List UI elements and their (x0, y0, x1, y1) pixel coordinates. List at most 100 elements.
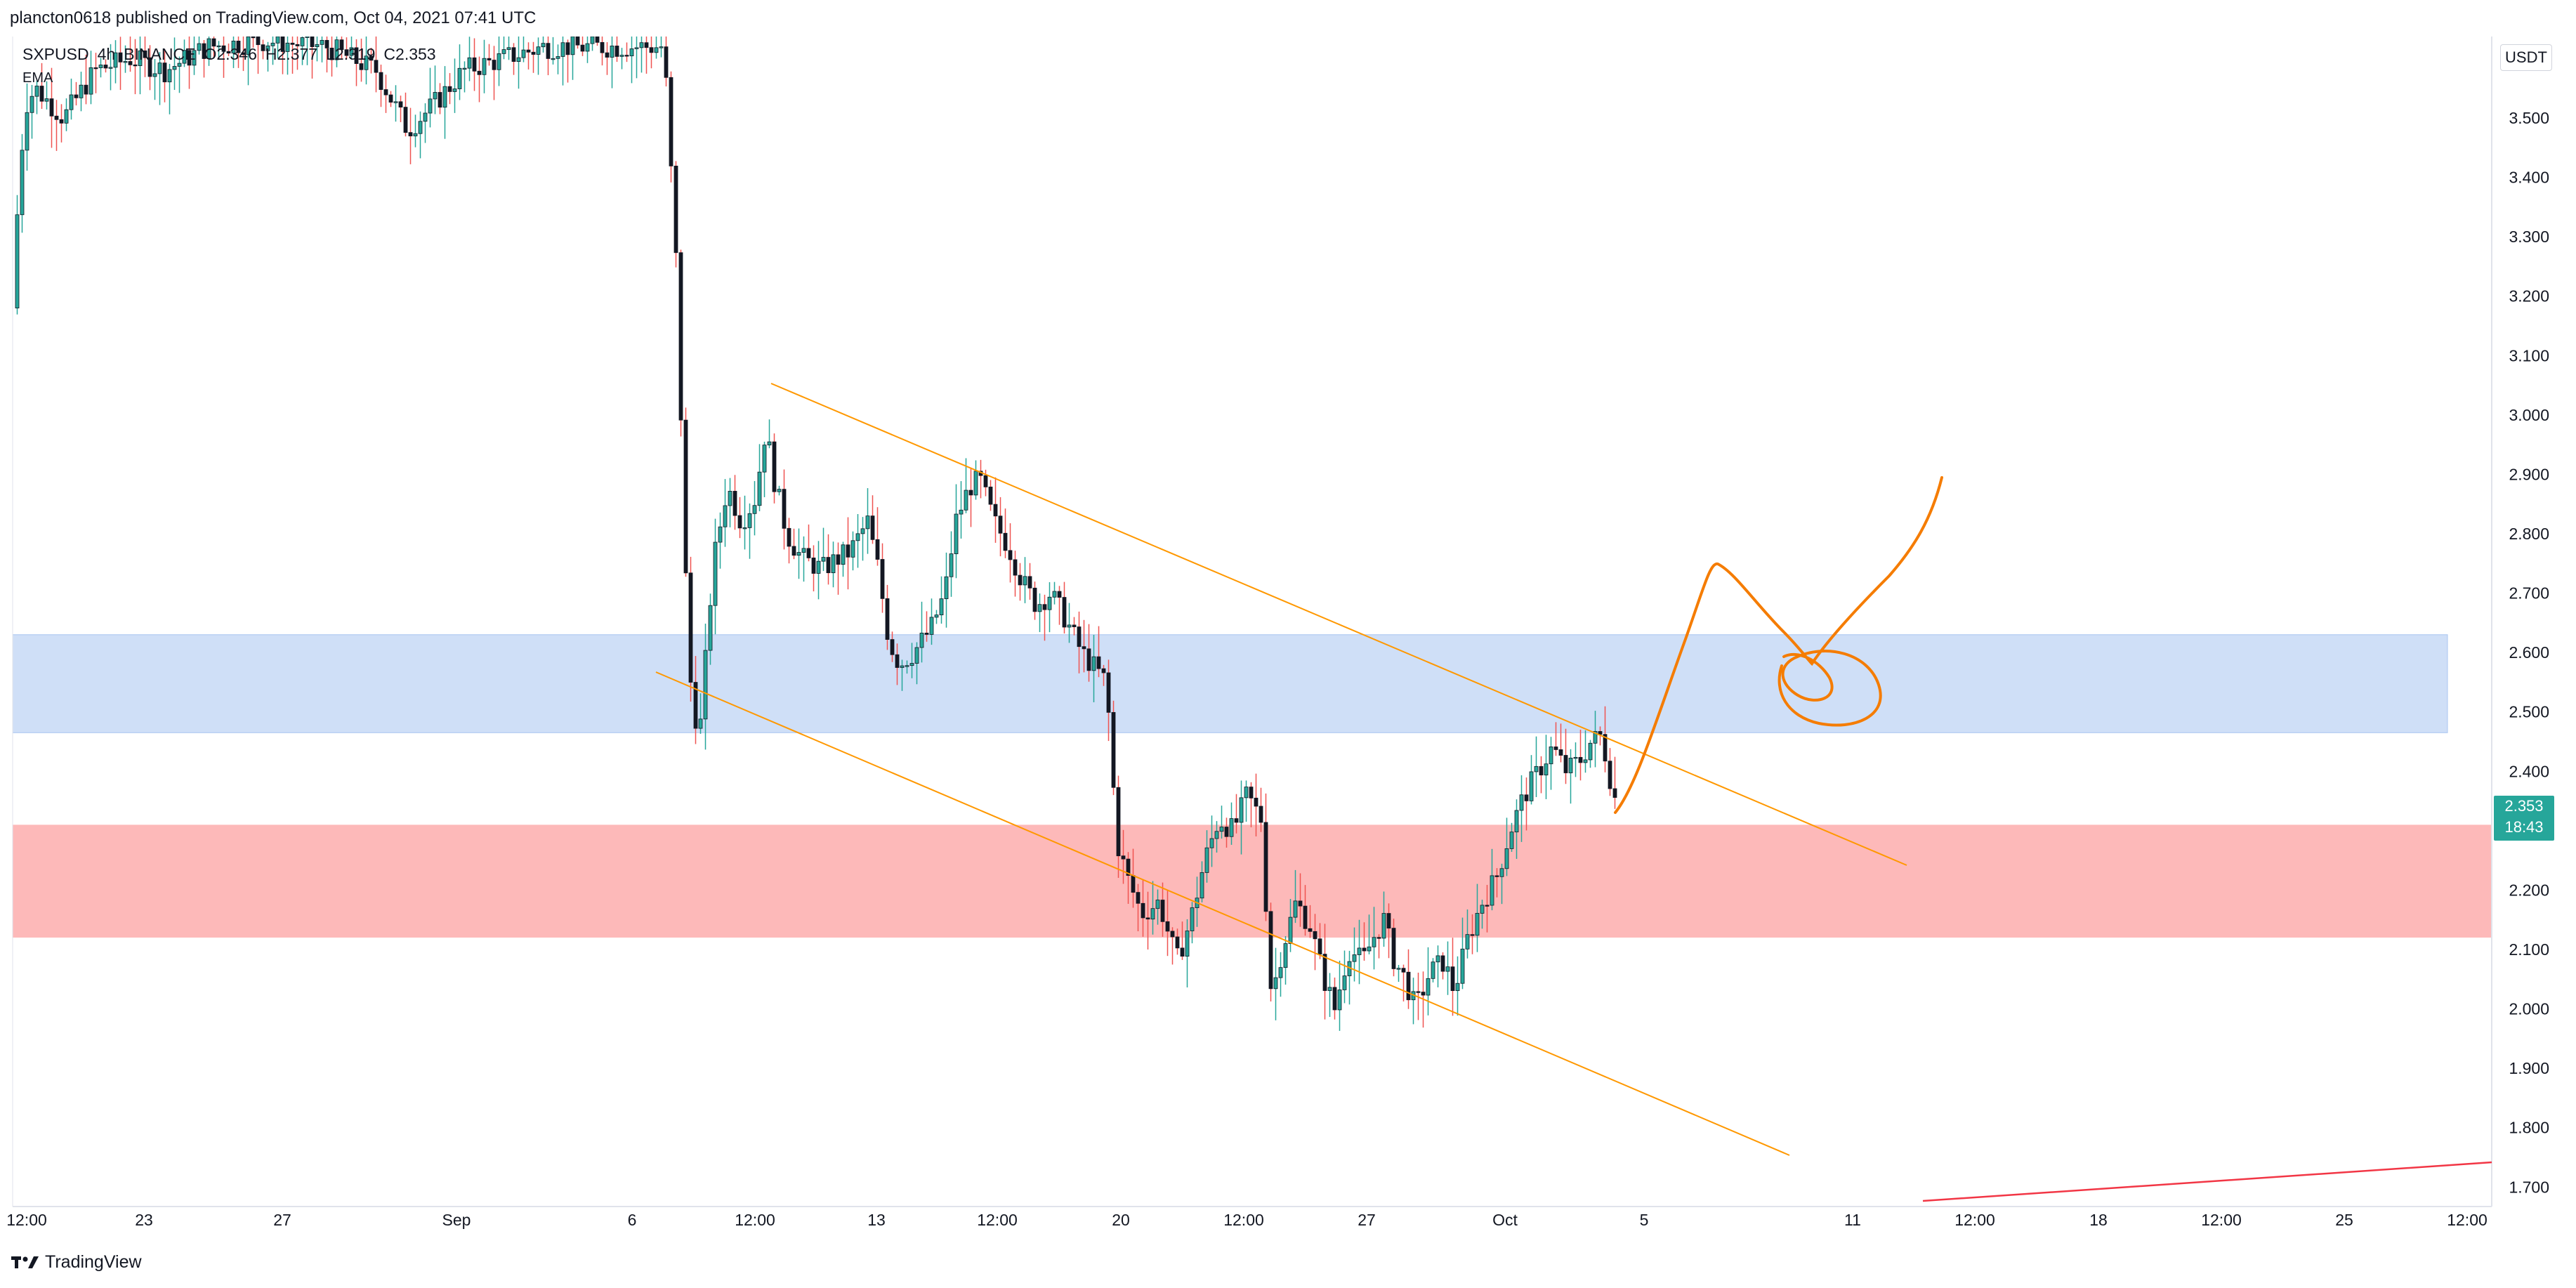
candle-body (1082, 646, 1086, 650)
candle-body (1244, 787, 1249, 799)
candle-body (34, 86, 39, 97)
candle-body (418, 121, 423, 134)
candle-body (565, 42, 570, 55)
currency-badge[interactable]: USDT (2500, 44, 2552, 71)
legend-exchange: BINANCE (124, 45, 196, 63)
candle-body (118, 52, 123, 63)
candle-body (850, 540, 855, 558)
candle-body (865, 515, 870, 530)
legend-high: H2.377 (265, 45, 318, 63)
candle-body (1612, 788, 1617, 798)
candle-body (1288, 916, 1293, 944)
price-axis-label: 2.500 (2509, 703, 2549, 721)
candle-body (403, 107, 408, 133)
candle-body (1490, 875, 1494, 906)
time-axis-label: 13 (867, 1211, 886, 1229)
candle-body (1303, 905, 1308, 929)
candle-body (742, 527, 747, 530)
price-axis-label: 3.000 (2509, 406, 2549, 424)
candle-body (383, 89, 388, 96)
candle-body (315, 44, 320, 47)
time-axis-label: 27 (1358, 1211, 1376, 1229)
candle-body (909, 663, 914, 666)
candle-body (678, 252, 683, 421)
candle-body (344, 49, 349, 56)
candle-body (231, 41, 236, 54)
candle-body (1096, 656, 1101, 669)
candle-body (1435, 955, 1440, 963)
projected-price-path[interactable] (1614, 476, 1943, 814)
candle-body (487, 58, 492, 60)
candle-body (1376, 937, 1381, 939)
candle-body (1141, 902, 1145, 919)
candle-body (1091, 656, 1096, 671)
price-axis-label: 1.700 (2509, 1178, 2549, 1196)
candle-body (1558, 749, 1563, 756)
candle-body (546, 43, 551, 59)
candle-body (762, 445, 767, 473)
tradingview-logo[interactable]: TradingView (11, 1252, 142, 1273)
price-axis-label: 2.800 (2509, 525, 2549, 543)
channel-upper-line[interactable] (770, 383, 1907, 866)
candle-body (777, 489, 782, 492)
candle-body (39, 86, 44, 102)
candle-body (1239, 797, 1244, 823)
support-zone[interactable] (13, 824, 2492, 938)
candle-body (595, 37, 600, 43)
candle-body (1013, 559, 1018, 576)
candle-body (708, 605, 713, 651)
candle-body (1067, 624, 1072, 628)
price-axis-label: 2.400 (2509, 762, 2549, 780)
candle-body (698, 718, 703, 729)
candle-body (1190, 907, 1195, 931)
candle-body (1598, 731, 1603, 735)
resistance-zone[interactable] (12, 634, 2448, 733)
candle-body (1018, 574, 1023, 586)
candle-body (929, 617, 934, 635)
candle-body (1131, 875, 1136, 893)
candle-body (1322, 954, 1327, 991)
candle-body (728, 491, 732, 506)
price-chart[interactable]: 3.6003.5003.4003.3003.2003.1003.0002.900… (0, 37, 2576, 1288)
tradingview-logo-icon (11, 1256, 39, 1268)
retest-circle-scribble[interactable] (1777, 650, 1882, 727)
candle-body (167, 69, 172, 83)
candle-body (216, 45, 221, 48)
time-axis-label: 11 (1844, 1211, 1861, 1229)
candle-body (1160, 900, 1165, 922)
candle-body (855, 533, 860, 541)
candle-body (143, 50, 147, 58)
candle-body (998, 515, 1003, 534)
rising-trend-line[interactable] (1922, 1161, 2492, 1202)
symbol-legend[interactable]: SXPUSD 4h BINANCE O2.346 H2.377 L2.319 C2.353 (22, 45, 445, 64)
channel-lower-line[interactable] (655, 671, 1790, 1156)
candle-body (300, 37, 305, 46)
published-info: plancton0618 published on TradingView.co… (10, 8, 537, 27)
candle-body (1180, 947, 1185, 957)
candle-body (875, 539, 880, 560)
candle-body (914, 647, 919, 664)
candle-body (624, 55, 629, 57)
last-price-tag: 2.353 18:43 (2494, 796, 2554, 841)
chart-area[interactable]: 3.6003.5003.4003.3003.2003.1003.0002.900… (0, 37, 2576, 1288)
candle-body (752, 505, 757, 514)
candle-body (1106, 672, 1111, 713)
candle-body (1317, 938, 1322, 955)
candle-body (1362, 947, 1367, 952)
candle-body (1008, 550, 1013, 560)
candle-body (1165, 921, 1170, 932)
candle-body (1101, 668, 1106, 673)
candle-body (649, 47, 654, 53)
candle-body (1259, 806, 1263, 823)
candle-body (664, 46, 669, 78)
ema-indicator-label[interactable]: EMA (22, 70, 53, 86)
candle-body (919, 632, 924, 648)
candle-body (477, 70, 482, 75)
candle-body (1032, 587, 1037, 612)
candle-body (1116, 787, 1121, 857)
time-axis-label: 27 (273, 1211, 291, 1229)
candle-body (944, 576, 949, 600)
candle-body (15, 214, 20, 309)
candle-body (1421, 992, 1426, 996)
candle-body (654, 47, 659, 53)
